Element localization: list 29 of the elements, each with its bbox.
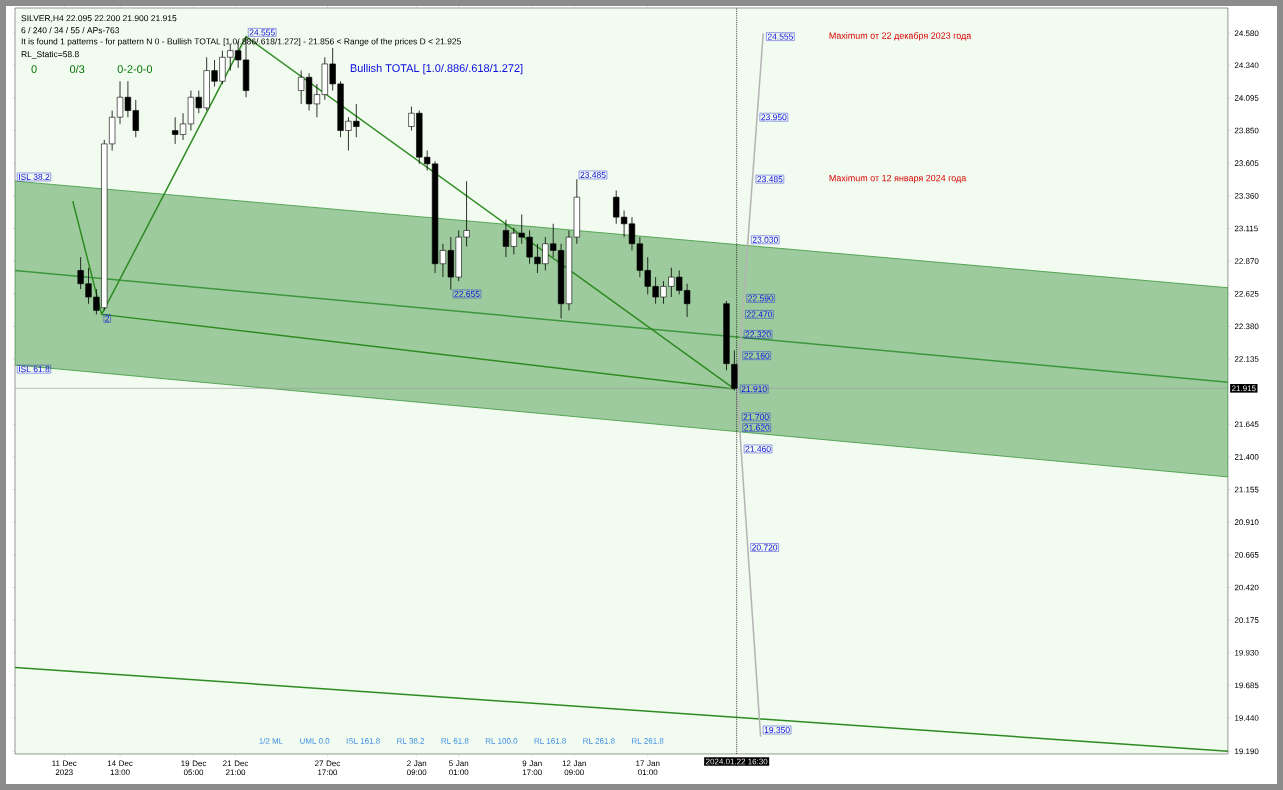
annotation: 19.350 [764, 727, 790, 733]
annotation: 23.030 [752, 236, 778, 243]
annotation: 21.460 [745, 445, 771, 452]
annotation: 22.160 [744, 352, 770, 359]
text: SILVER,H4 22.095 22.200 21.900 21.915 [21, 15, 177, 23]
annotation: 23.950 [761, 114, 787, 121]
annotation: 20.720 [752, 544, 778, 551]
annotation: 21.700 [743, 413, 769, 420]
annotation: 0/3 [69, 65, 85, 74]
annotation: 0 [31, 65, 37, 73]
annotation: Maximum от 12 января 2024 года [829, 174, 967, 183]
annotation: 22.590 [748, 295, 774, 302]
annotation: 23.485 [580, 171, 606, 178]
annotation: 22.655 [454, 290, 480, 297]
annotation: ISL 61.8 [18, 366, 50, 373]
annotation: 22.470 [746, 311, 772, 318]
annotation: Maximum от 22 декабря 2023 года [829, 32, 972, 41]
annotation: 24.555 [767, 33, 793, 40]
annotation: 21.620 [744, 424, 770, 431]
annotation: 23.485 [757, 176, 783, 183]
annotation: 2 [105, 315, 110, 322]
annotation: 21.910 [741, 385, 767, 392]
annotation: ISL 38.2 [18, 173, 50, 180]
annotation: 6 / 240 / 34 / 55 / APs-763 [21, 27, 120, 34]
annotation: 0-2-0-0 [117, 65, 153, 73]
annotation: RL_Static=58.8 [21, 50, 79, 59]
annotation: Bullish TOTAL [1.0/.886/.618/1.272] [350, 63, 523, 75]
annotation: 22.320 [745, 331, 771, 338]
annotation: 24.555 [249, 29, 275, 36]
